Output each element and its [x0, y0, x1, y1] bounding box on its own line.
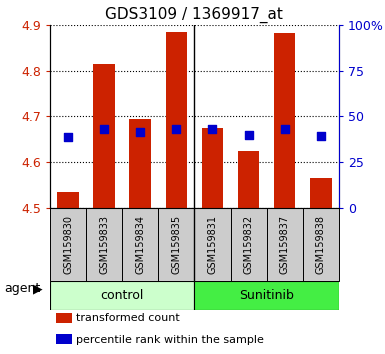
FancyBboxPatch shape [158, 208, 194, 281]
Text: ▶: ▶ [33, 282, 42, 295]
Text: control: control [100, 289, 144, 302]
Bar [94, 64, 115, 208]
Bar [129, 119, 151, 208]
Bar [56, 313, 72, 323]
Title: GDS3109 / 1369917_at: GDS3109 / 1369917_at [105, 7, 283, 23]
Bar [310, 178, 331, 208]
Text: Sunitinib: Sunitinib [239, 289, 294, 302]
Point [173, 126, 179, 132]
Bar [274, 33, 296, 208]
Point [65, 134, 71, 140]
FancyBboxPatch shape [303, 208, 339, 281]
Text: GSM159830: GSM159830 [63, 215, 73, 274]
Text: GSM159832: GSM159832 [244, 215, 254, 274]
FancyBboxPatch shape [50, 208, 86, 281]
Point [209, 126, 216, 132]
Text: GSM159831: GSM159831 [208, 215, 218, 274]
Bar [57, 192, 79, 208]
Bar [56, 334, 72, 344]
FancyBboxPatch shape [122, 208, 158, 281]
Text: GSM159835: GSM159835 [171, 215, 181, 274]
Point [137, 130, 143, 135]
Point [246, 132, 252, 138]
Bar [166, 32, 187, 208]
Text: agent: agent [4, 282, 40, 295]
Bar [238, 151, 259, 208]
Text: GSM159833: GSM159833 [99, 215, 109, 274]
FancyBboxPatch shape [194, 281, 339, 310]
Text: percentile rank within the sample: percentile rank within the sample [76, 335, 264, 344]
FancyBboxPatch shape [86, 208, 122, 281]
Text: GSM159834: GSM159834 [135, 215, 145, 274]
FancyBboxPatch shape [266, 208, 303, 281]
Point [318, 133, 324, 138]
Point [281, 126, 288, 132]
Text: transformed count: transformed count [76, 313, 180, 323]
Point [101, 126, 107, 132]
Bar [202, 128, 223, 208]
FancyBboxPatch shape [194, 208, 231, 281]
FancyBboxPatch shape [50, 281, 194, 310]
Text: GSM159837: GSM159837 [280, 215, 290, 274]
FancyBboxPatch shape [231, 208, 266, 281]
Text: GSM159838: GSM159838 [316, 215, 326, 274]
